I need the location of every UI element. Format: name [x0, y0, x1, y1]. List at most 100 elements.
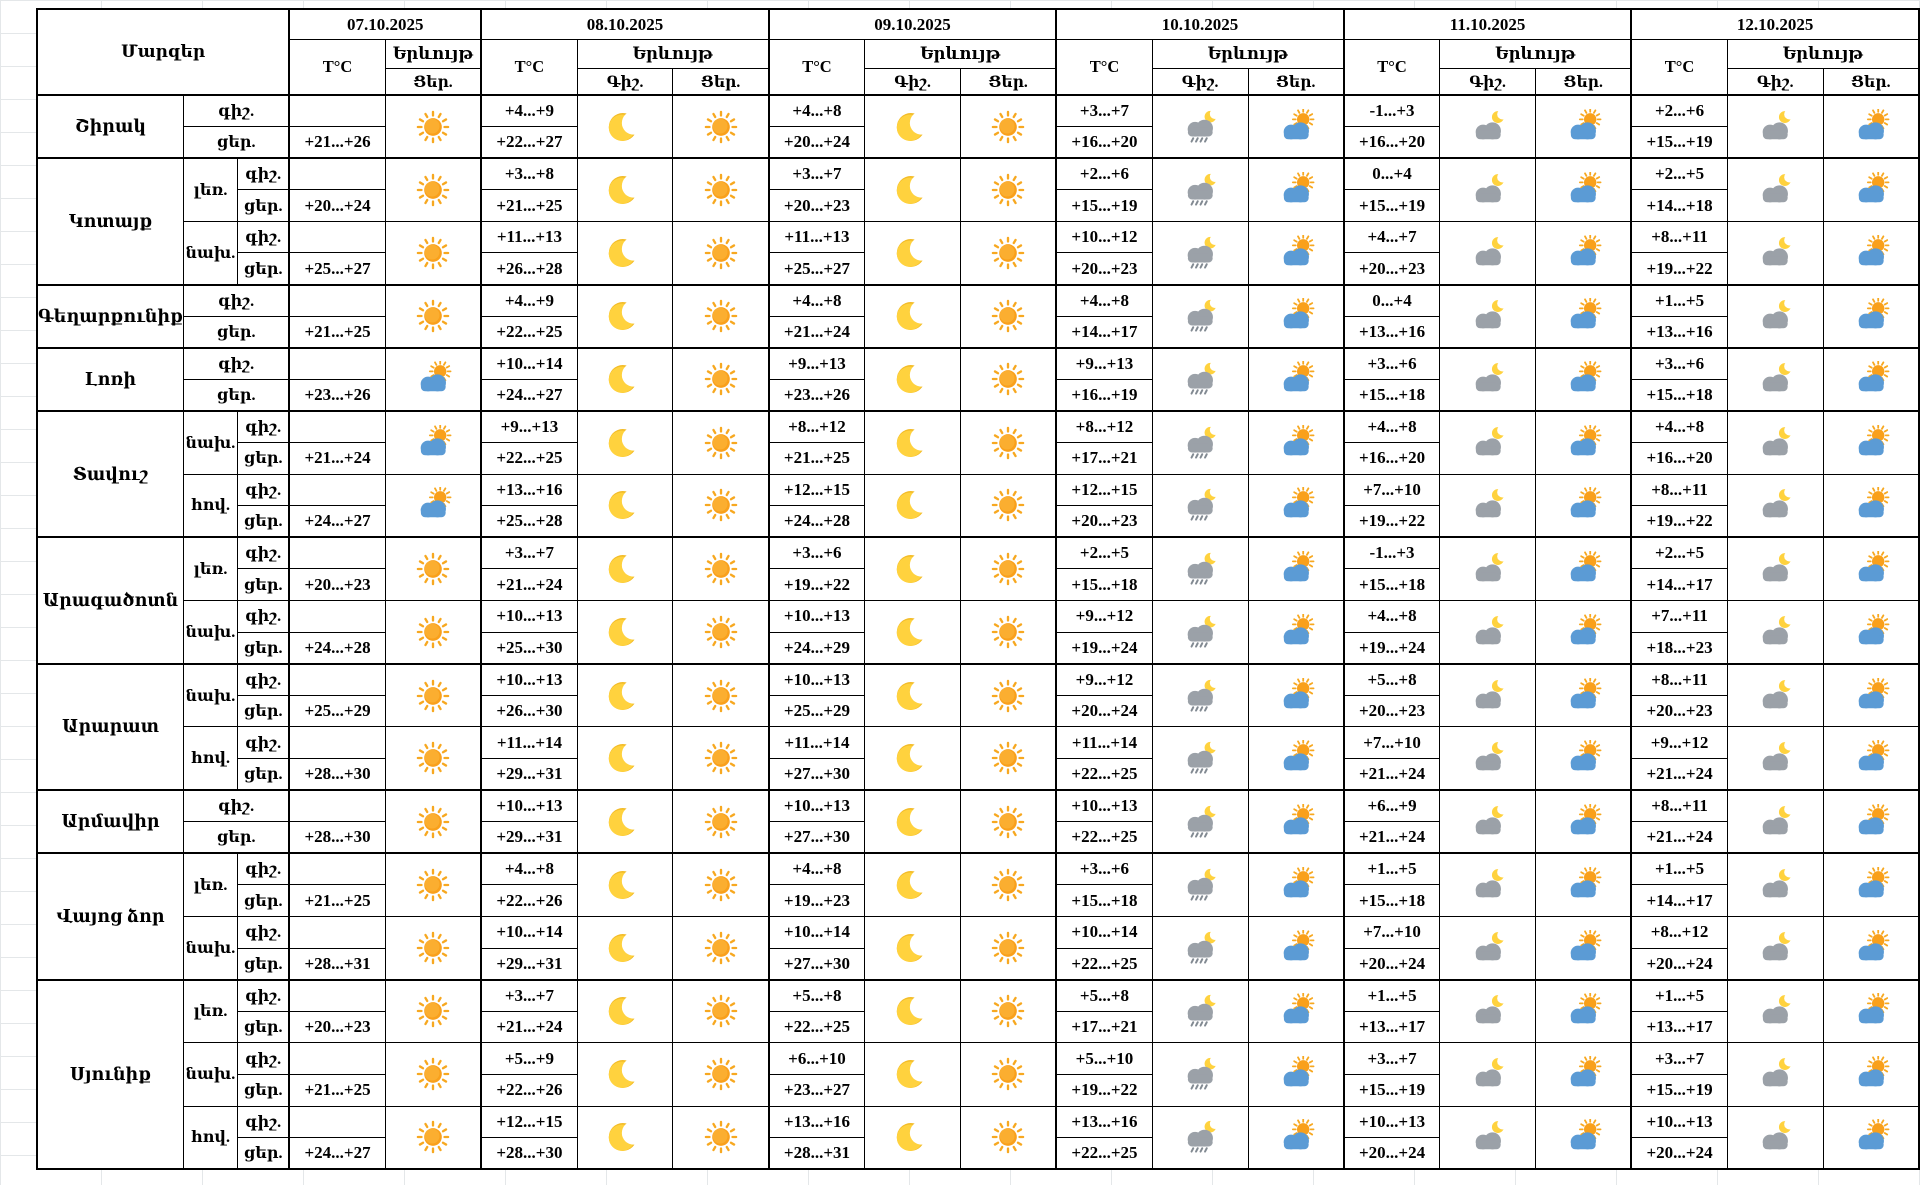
temperature-cell: +4...+7: [1342, 220, 1441, 254]
temperature-cell: [288, 726, 386, 759]
temperature-cell: [288, 346, 386, 380]
temperature-cell: +19...+24: [1055, 631, 1153, 665]
temperature-cell: +8...+12: [767, 409, 866, 444]
sun-icon: [416, 995, 450, 1028]
temperature-cell: +20...+23: [1342, 252, 1441, 286]
weather-icon-cell: [864, 915, 961, 981]
weather-icon-cell: [1535, 157, 1632, 222]
temperature-cell: +1...+5: [1342, 852, 1441, 886]
weather-icon-cell: [672, 536, 770, 602]
weather-icon-cell: [1151, 789, 1249, 854]
temperature-cell: +23...+26: [288, 378, 386, 412]
sun-icon: [991, 110, 1025, 143]
weather-icon-cell: [1726, 409, 1824, 475]
sun-behind-cloud-icon: [1283, 613, 1315, 645]
weather-icon-cell: [1439, 346, 1537, 412]
sun-icon: [704, 363, 737, 396]
moon-icon: [608, 110, 646, 141]
weather-icon-cell: [1822, 599, 1920, 665]
temperature-cell: +19...+22: [1342, 505, 1441, 538]
temperature-cell: +24...+28: [767, 505, 866, 538]
weather-icon-cell: [864, 409, 961, 475]
elevation-zone-cell: նախ.: [182, 915, 238, 981]
rain-cloud-moon-icon: [1187, 993, 1221, 1028]
temperature-cell: +25...+27: [288, 252, 386, 286]
night-subheader: Գիշ.: [864, 68, 961, 96]
weather-icon-cell: [672, 662, 770, 728]
day-subheader: Ցեր.: [384, 68, 482, 96]
weather-icon-cell: [576, 726, 674, 791]
weather-icon-cell: [1535, 789, 1632, 854]
weather-icon-cell: [1726, 662, 1824, 728]
moon-icon: [608, 995, 646, 1026]
weather-icon-cell: [384, 93, 482, 159]
cloud-moon-icon: [1762, 1056, 1795, 1087]
rain-cloud-moon-icon: [1187, 803, 1221, 838]
temperature-cell: +5...+8: [767, 978, 866, 1012]
weather-icon-cell: [1535, 915, 1632, 981]
temperature-cell: +12...+15: [767, 473, 866, 507]
temperature-cell: [288, 1042, 386, 1075]
weather-icon-cell: [959, 1105, 1057, 1170]
sun-behind-cloud-icon: [1283, 803, 1315, 834]
temperature-cell: +11...+13: [480, 220, 578, 254]
temperature-cell: +9...+13: [480, 409, 578, 444]
weather-icon-cell: [864, 852, 961, 917]
cloud-moon-icon: [1762, 424, 1795, 456]
date-header: 10.10.2025: [1055, 8, 1345, 40]
sun-behind-cloud-icon: [1570, 1056, 1602, 1087]
weather-icon-cell: [864, 346, 961, 412]
weather-icon-cell: [1726, 915, 1824, 981]
weather-icon-cell: [1535, 220, 1632, 286]
sun-icon: [704, 489, 737, 522]
sun-icon: [416, 236, 450, 270]
temperature-cell: +25...+28: [480, 505, 578, 538]
rain-cloud-moon-icon: [1187, 613, 1221, 648]
cloud-moon-icon: [1762, 487, 1795, 518]
weather-icon-cell: [1726, 157, 1824, 222]
region-name-cell: Վայոց ձոր: [36, 852, 184, 981]
temperature-cell: +10...+14: [480, 346, 578, 380]
elevation-zone-cell: լեռ.: [182, 852, 238, 917]
rain-cloud-moon-icon: [1187, 172, 1221, 206]
moon-icon: [608, 1121, 646, 1152]
cloud-moon-icon: [1475, 551, 1508, 582]
sun-behind-cloud-icon: [1858, 108, 1890, 139]
sun-icon: [704, 173, 737, 207]
sun-behind-cloud-icon: [1570, 108, 1602, 139]
temperature-cell: [288, 220, 386, 254]
weather-icon-cell: [1439, 599, 1537, 665]
temperature-cell: +4...+9: [480, 283, 578, 317]
temperature-cell: +3...+7: [480, 978, 578, 1012]
temperature-cell: +24...+28: [288, 631, 386, 665]
temperature-cell: +28...+31: [767, 1137, 866, 1170]
weather-icon-cell: [1726, 852, 1824, 917]
temperature-header: T°C: [1055, 39, 1153, 96]
temperature-cell: +14...+17: [1055, 315, 1153, 349]
weather-icon-cell: [384, 220, 482, 286]
temperature-cell: +21...+24: [288, 442, 386, 475]
moon-icon: [896, 553, 933, 584]
temperature-cell: +10...+13: [480, 662, 578, 696]
weather-icon-cell: [576, 93, 674, 159]
sun-behind-cloud-icon: [420, 361, 452, 392]
weather-icon-cell: [1151, 409, 1249, 475]
temperature-cell: +2...+6: [1055, 157, 1153, 191]
sun-behind-cloud-icon: [1858, 1056, 1890, 1087]
temperature-cell: +5...+10: [1055, 1042, 1153, 1075]
temperature-cell: +8...+11: [1630, 789, 1728, 823]
moon-icon: [608, 489, 646, 520]
sun-behind-cloud-icon: [1858, 551, 1890, 582]
elevation-zone-cell: հով.: [182, 1105, 238, 1170]
sun-icon: [416, 173, 450, 207]
sun-icon: [416, 552, 450, 586]
moon-icon: [608, 679, 646, 710]
sun-icon: [704, 1121, 737, 1154]
temperature-cell: +11...+14: [1055, 726, 1153, 759]
time-of-day-cell: ցեր.: [236, 947, 290, 981]
temperature-cell: +4...+9: [480, 94, 578, 128]
temperature-cell: +4...+8: [1630, 409, 1728, 444]
temperature-cell: +4...+8: [767, 94, 866, 128]
weather-icon-cell: [959, 93, 1057, 159]
time-of-day-cell: գիշ.: [236, 1105, 290, 1139]
